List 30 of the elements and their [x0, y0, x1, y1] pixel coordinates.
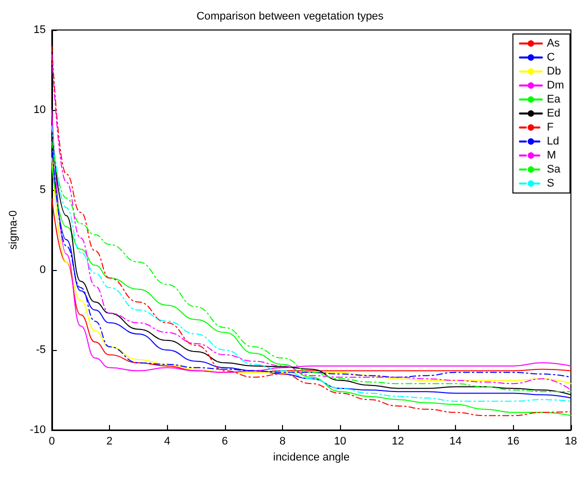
x-tick-label: 14 — [449, 436, 462, 448]
x-tick-label: 2 — [106, 436, 113, 448]
legend-label: Sa — [546, 164, 562, 176]
y-tick-label: -5 — [36, 344, 46, 356]
x-tick-label: 8 — [279, 436, 286, 448]
y-axis-title: sigma-0 — [8, 210, 20, 250]
chart-title: Comparison between vegetation types — [196, 10, 384, 22]
x-tick-label: 10 — [334, 436, 346, 448]
y-tick-label: -10 — [30, 424, 46, 436]
legend-label: Ed — [546, 108, 560, 120]
legend-label: Db — [546, 66, 561, 78]
y-tick-label: 10 — [34, 104, 46, 116]
legend-label: Ea — [546, 94, 562, 106]
x-axis-title: incidence angle — [273, 452, 350, 464]
legend-label: As — [546, 38, 560, 50]
x-tick-label: 12 — [392, 436, 404, 448]
legend-label: S — [546, 178, 554, 190]
x-tick-label: 6 — [222, 436, 228, 448]
x-tick-label: 0 — [48, 436, 55, 448]
legend-label: F — [546, 122, 554, 134]
legend-label: Dm — [546, 80, 564, 92]
legend-label: C — [546, 52, 555, 64]
y-tick-label: 5 — [40, 184, 46, 196]
x-tick-label: 18 — [564, 436, 578, 448]
legend-label: M — [546, 150, 556, 162]
x-tick-label: 16 — [507, 436, 520, 448]
y-tick-label: 0 — [40, 264, 46, 276]
y-tick-label: 15 — [34, 24, 46, 36]
legend-label: Ld — [546, 136, 560, 148]
x-tick-label: 4 — [164, 436, 170, 448]
